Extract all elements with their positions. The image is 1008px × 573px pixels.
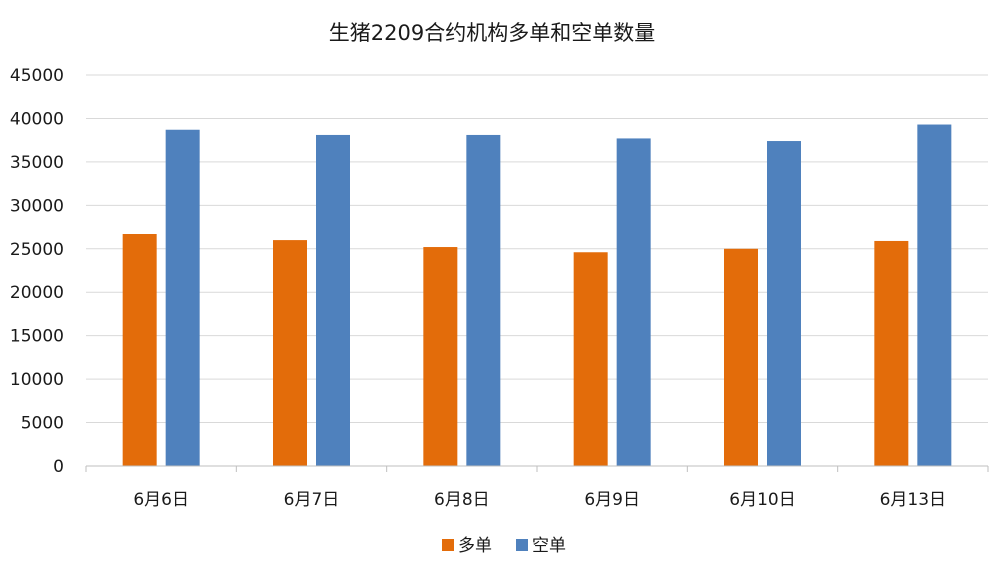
- y-tick-label: 30000: [10, 196, 64, 216]
- x-category-label: 6月6日: [133, 490, 189, 510]
- x-category-label: 6月8日: [434, 490, 490, 510]
- y-tick-label: 35000: [10, 153, 64, 173]
- bar-long-3: [573, 252, 608, 466]
- y-tick-label: 20000: [10, 283, 64, 303]
- legend-swatch-1: [516, 539, 528, 551]
- bar-short-2: [466, 134, 501, 466]
- y-tick-label: 45000: [10, 66, 64, 86]
- x-category-label: 6月13日: [880, 490, 946, 510]
- grid-layer: [86, 74, 988, 424]
- bar-long-2: [423, 247, 458, 466]
- legend-swatch-0: [442, 539, 454, 551]
- x-axis: [85, 465, 989, 472]
- y-tick-label: 25000: [10, 240, 64, 260]
- bars: [122, 124, 952, 467]
- bar-short-5: [917, 124, 952, 466]
- y-tick-label: 5000: [21, 414, 64, 434]
- y-tick-label: 40000: [10, 109, 64, 129]
- x-category-label: 6月7日: [284, 490, 340, 510]
- y-tick-label: 15000: [10, 327, 64, 347]
- legend-label-0: 多单: [458, 536, 492, 556]
- x-category-label: 6月9日: [584, 490, 640, 510]
- bar-long-5: [874, 240, 909, 466]
- bar-long-4: [724, 248, 758, 466]
- x-category-label: 6月10日: [729, 490, 795, 510]
- x-axis-category-labels: 6月6日 6月7日 6月8日 6月9日 6月10日 6月13日: [133, 490, 946, 510]
- legend: 多单 空单: [442, 536, 566, 556]
- bar-long-1: [273, 240, 307, 466]
- y-axis-tick-labels: 0 5000 10000 15000 20000 25000 30000 35000 40000…: [10, 66, 64, 477]
- bar-short-1: [316, 134, 350, 466]
- bar-short-3: [616, 138, 651, 466]
- legend-label-1: 空单: [532, 536, 566, 556]
- chart-title: 生猪2209合约机构多单和空单数量: [329, 21, 655, 45]
- bar-short-4: [767, 141, 801, 466]
- bar-long-0: [122, 234, 157, 466]
- y-tick-label: 10000: [10, 370, 64, 390]
- bar-short-0: [165, 129, 200, 467]
- y-tick-label: 0: [53, 457, 64, 477]
